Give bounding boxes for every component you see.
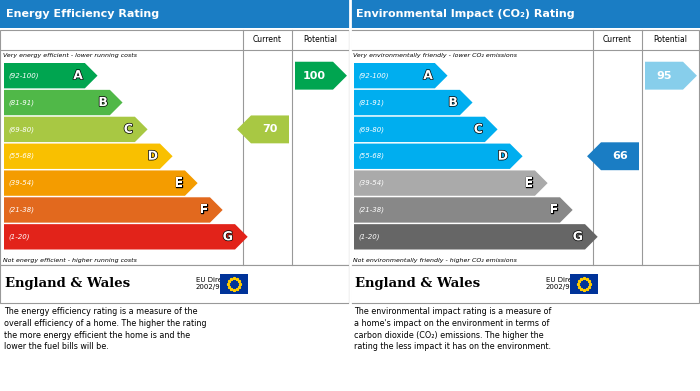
- Polygon shape: [354, 117, 498, 142]
- Polygon shape: [237, 115, 289, 143]
- Text: Energy Efficiency Rating: Energy Efficiency Rating: [6, 9, 159, 19]
- Text: E: E: [524, 177, 533, 190]
- Text: (69-80): (69-80): [8, 126, 34, 133]
- Polygon shape: [4, 117, 148, 142]
- Text: (1-20): (1-20): [8, 233, 29, 240]
- Text: Current: Current: [253, 36, 282, 45]
- Polygon shape: [354, 63, 447, 88]
- Text: (39-54): (39-54): [8, 180, 34, 187]
- Text: (69-80): (69-80): [358, 126, 384, 133]
- Text: (81-91): (81-91): [8, 99, 34, 106]
- Text: (92-100): (92-100): [358, 72, 388, 79]
- Text: 66: 66: [612, 151, 628, 161]
- Text: G: G: [223, 230, 233, 243]
- Text: Very energy efficient - lower running costs: Very energy efficient - lower running co…: [3, 53, 137, 58]
- Text: (21-38): (21-38): [8, 207, 34, 213]
- Text: (81-91): (81-91): [358, 99, 384, 106]
- Text: (39-54): (39-54): [358, 180, 384, 187]
- Text: (21-38): (21-38): [358, 207, 384, 213]
- Text: B: B: [99, 96, 108, 109]
- Text: B: B: [449, 96, 458, 109]
- Text: EU Directive
2002/91/EC: EU Directive 2002/91/EC: [546, 278, 589, 291]
- Text: Very environmentally friendly - lower CO₂ emissions: Very environmentally friendly - lower CO…: [353, 53, 517, 58]
- Polygon shape: [4, 90, 122, 115]
- Text: The environmental impact rating is a measure of
a home's impact on the environme: The environmental impact rating is a mea…: [354, 307, 552, 352]
- Text: 95: 95: [657, 71, 672, 81]
- Text: C: C: [474, 123, 483, 136]
- Text: (55-68): (55-68): [358, 153, 384, 160]
- Polygon shape: [4, 143, 173, 169]
- Text: England & Wales: England & Wales: [355, 278, 480, 291]
- Bar: [350, 30, 699, 265]
- Polygon shape: [4, 224, 248, 249]
- Bar: [570, 274, 598, 294]
- Polygon shape: [354, 197, 573, 222]
- Bar: [0, 0, 350, 28]
- Text: Potential: Potential: [653, 36, 687, 45]
- Text: D: D: [498, 150, 508, 163]
- Bar: [0, 30, 349, 265]
- Text: D: D: [148, 150, 158, 163]
- Text: England & Wales: England & Wales: [5, 278, 130, 291]
- Text: F: F: [550, 203, 558, 217]
- Bar: [350, 0, 700, 28]
- Text: F: F: [199, 203, 208, 217]
- Text: 70: 70: [262, 124, 278, 135]
- Polygon shape: [587, 142, 639, 170]
- Text: (1-20): (1-20): [358, 233, 379, 240]
- Text: Current: Current: [603, 36, 632, 45]
- Polygon shape: [354, 224, 598, 249]
- Text: EU Directive
2002/91/EC: EU Directive 2002/91/EC: [196, 278, 239, 291]
- Polygon shape: [4, 63, 97, 88]
- Polygon shape: [645, 62, 697, 90]
- Bar: [350, 265, 699, 303]
- Text: Not energy efficient - higher running costs: Not energy efficient - higher running co…: [3, 258, 137, 263]
- Text: G: G: [573, 230, 583, 243]
- Polygon shape: [354, 170, 547, 196]
- Text: (92-100): (92-100): [8, 72, 38, 79]
- Text: Environmental Impact (CO₂) Rating: Environmental Impact (CO₂) Rating: [356, 9, 575, 19]
- Polygon shape: [4, 197, 223, 222]
- Polygon shape: [354, 90, 472, 115]
- Bar: [0, 265, 349, 303]
- Text: 100: 100: [302, 71, 326, 81]
- Polygon shape: [4, 170, 197, 196]
- Text: Potential: Potential: [303, 36, 337, 45]
- Text: A: A: [424, 69, 433, 82]
- Text: The energy efficiency rating is a measure of the
overall efficiency of a home. T: The energy efficiency rating is a measur…: [4, 307, 206, 352]
- Text: C: C: [124, 123, 133, 136]
- Polygon shape: [295, 62, 347, 90]
- Text: (55-68): (55-68): [8, 153, 34, 160]
- Polygon shape: [354, 143, 523, 169]
- Text: Not environmentally friendly - higher CO₂ emissions: Not environmentally friendly - higher CO…: [353, 258, 517, 263]
- Text: A: A: [74, 69, 83, 82]
- Bar: [220, 274, 248, 294]
- Text: E: E: [174, 177, 183, 190]
